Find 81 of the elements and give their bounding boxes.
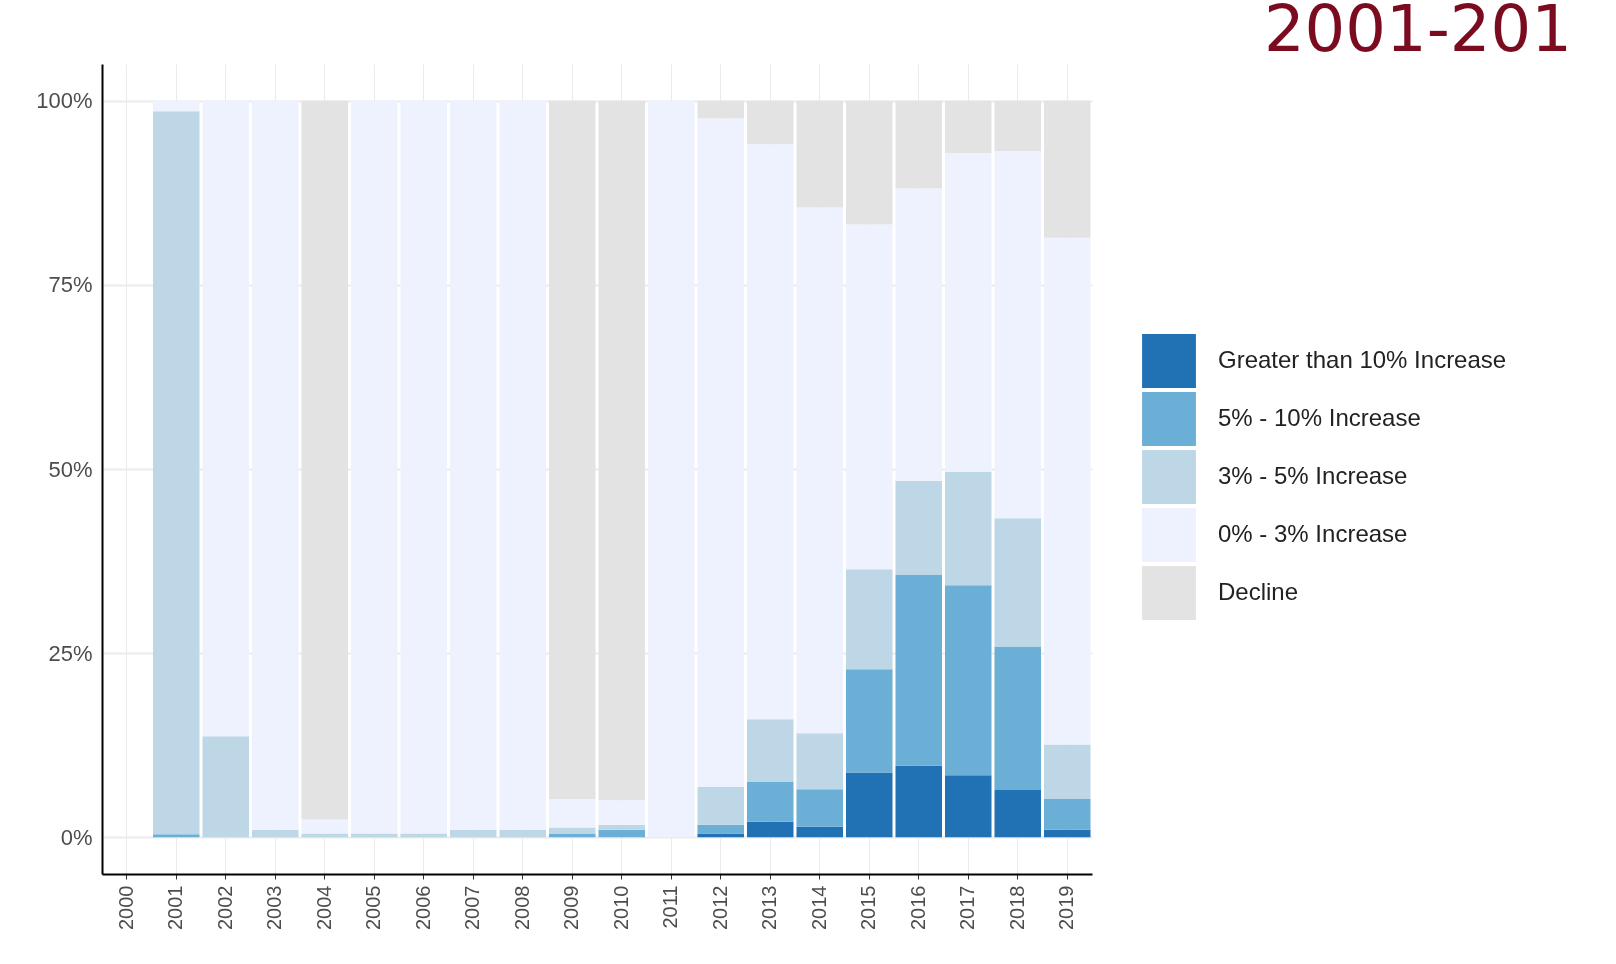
x-tick-label: 2003 xyxy=(263,885,286,930)
bar xyxy=(796,207,844,734)
bar xyxy=(1043,744,1091,799)
bar xyxy=(994,790,1042,838)
bar xyxy=(895,575,943,766)
bar xyxy=(697,824,745,834)
bar xyxy=(994,518,1042,647)
x-tick-label: 2002 xyxy=(213,885,236,930)
y-tick-label: 75% xyxy=(48,272,93,298)
bar xyxy=(746,821,794,838)
legend-label: Greater than 10% Increase xyxy=(1218,346,1507,373)
bar xyxy=(895,480,943,576)
bar xyxy=(202,736,250,838)
bar xyxy=(152,111,200,835)
x-tick-label: 2013 xyxy=(758,885,781,930)
x-tick-label: 2018 xyxy=(1005,885,1028,930)
bar xyxy=(548,827,596,834)
bar xyxy=(845,569,893,670)
y-tick-label: 0% xyxy=(60,824,93,850)
x-tick-label: 2015 xyxy=(857,885,880,930)
bar xyxy=(152,100,200,112)
y-tick-label: 25% xyxy=(48,640,93,666)
x-tick-label: 2017 xyxy=(956,885,979,930)
x-tick-label: 2006 xyxy=(411,885,434,930)
bar xyxy=(1043,798,1091,830)
x-tick-label: 2004 xyxy=(312,885,335,930)
bar xyxy=(499,100,547,830)
bar xyxy=(845,224,893,570)
legend-label: 3% - 5% Increase xyxy=(1218,462,1408,489)
y-tick-label: 50% xyxy=(48,456,93,482)
bar xyxy=(895,765,943,838)
bar xyxy=(796,733,844,790)
text: 2001-201 xyxy=(1263,0,1572,66)
bar xyxy=(697,118,745,788)
bar xyxy=(251,100,299,830)
y-tick-label: 100% xyxy=(36,88,93,114)
bar xyxy=(202,100,250,737)
bar xyxy=(548,798,596,828)
bar xyxy=(895,188,943,481)
bar xyxy=(301,819,349,834)
legend-label: 5% - 10% Increase xyxy=(1218,404,1421,431)
bar xyxy=(796,826,844,838)
bar xyxy=(499,829,547,838)
x-tick-label: 2001 xyxy=(164,885,187,930)
x-tick-label: 2019 xyxy=(1055,885,1078,930)
x-tick-label: 2010 xyxy=(609,885,632,930)
legend-label: 0% - 3% Increase xyxy=(1218,520,1408,547)
bar xyxy=(746,781,794,822)
bar xyxy=(994,150,1042,519)
bar xyxy=(746,719,794,782)
x-tick-label: 2014 xyxy=(807,885,830,930)
legend-label: Decline xyxy=(1218,578,1299,605)
bar xyxy=(746,144,794,720)
x-tick-label: 2007 xyxy=(461,885,484,930)
bar xyxy=(697,787,745,825)
x-tick-label: 2012 xyxy=(708,885,731,930)
bar xyxy=(598,829,646,838)
bar xyxy=(1043,829,1091,838)
bar xyxy=(1043,237,1091,745)
bar xyxy=(350,100,398,834)
bar xyxy=(944,585,992,776)
bar xyxy=(944,775,992,838)
x-tick-label: 2009 xyxy=(560,885,583,930)
bar xyxy=(449,100,497,830)
bar xyxy=(449,829,497,838)
bar xyxy=(400,100,448,834)
x-tick-label: 2000 xyxy=(114,885,137,930)
bar xyxy=(152,834,200,838)
bar xyxy=(598,800,646,825)
x-tick-label: 2008 xyxy=(510,885,533,930)
x-tick-label: 2005 xyxy=(362,885,385,930)
bar xyxy=(796,789,844,827)
x-tick-label: 2016 xyxy=(906,885,929,930)
bar xyxy=(994,646,1042,791)
bar xyxy=(944,153,992,472)
bar xyxy=(598,824,646,830)
x-tick-label: 2011 xyxy=(659,885,682,929)
bar xyxy=(845,772,893,838)
bar xyxy=(944,471,992,586)
bar xyxy=(251,829,299,838)
bar xyxy=(845,669,893,773)
